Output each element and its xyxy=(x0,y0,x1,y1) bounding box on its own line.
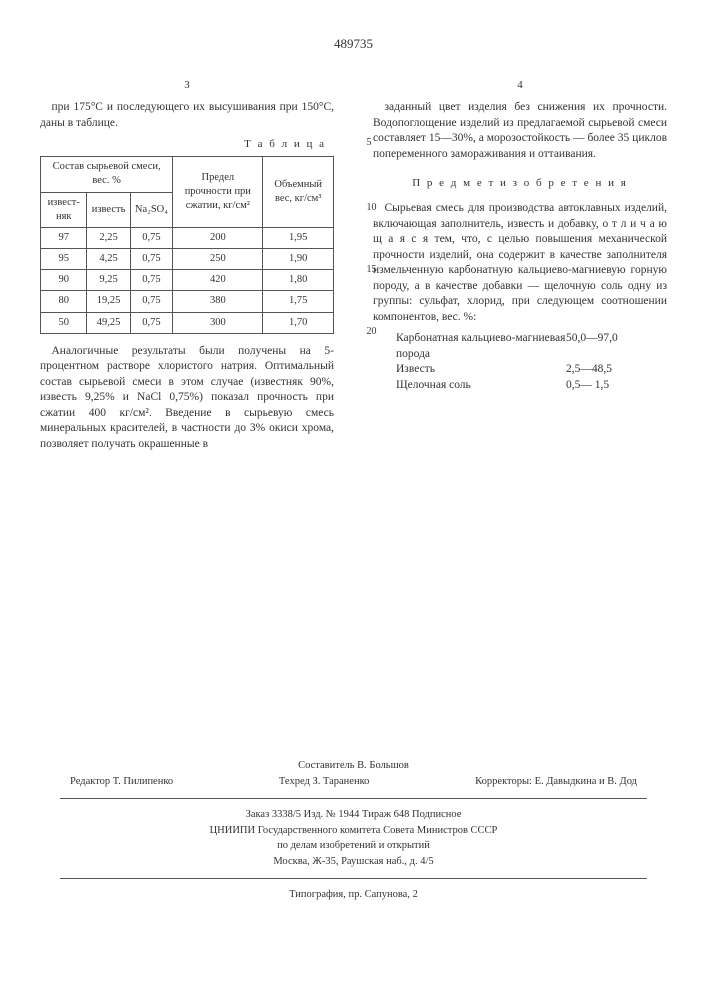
right-column: 4 5 заданный цвет изделия без снижения и… xyxy=(359,78,667,459)
left-intro-text: при 175°С и последующего их высушивания … xyxy=(40,100,334,131)
composition-table: Состав сырьевой смеси, вес. % Предел про… xyxy=(40,156,334,334)
table-header-2: известь xyxy=(87,192,130,227)
footer-corrector: Корректоры: Е. Давыдкина и В. Дод xyxy=(475,774,637,790)
footer-order-line: Заказ 3338/5 Изд. № 1944 Тираж 648 Подпи… xyxy=(40,807,667,823)
composition-row: Карбонатная кальциево-магниевая порода 5… xyxy=(396,331,667,362)
line-number-10: 10 xyxy=(355,201,369,215)
footer-org-2: по делам изобретений и открытий xyxy=(40,838,667,854)
footer-org-1: ЦНИИПИ Государственного комитета Совета … xyxy=(40,823,667,839)
table-header-group: Состав сырьевой смеси, вес. % xyxy=(41,157,173,192)
table-caption: Т а б л и ц а xyxy=(40,137,326,152)
composition-row: Известь 2,5—48,5 xyxy=(396,362,667,378)
left-column: 3 при 175°С и последующего их высушивани… xyxy=(40,78,334,459)
table-row: 97 2,25 0,75 200 1,95 xyxy=(41,227,334,248)
left-main-text: Аналогичные результаты были получены на … xyxy=(40,344,334,453)
footer-credits: Редактор Т. Пилипенко Техред З. Тараненк… xyxy=(40,774,667,790)
right-para-2: 10 15 20 Сырьевая смесь для производства… xyxy=(373,201,667,325)
left-col-number: 3 xyxy=(40,78,334,93)
right-col-number: 4 xyxy=(373,78,667,93)
table-header-1: извест-няк xyxy=(41,192,87,227)
footer-divider xyxy=(60,798,647,799)
subject-title: П р е д м е т и з о б р е т е н и я xyxy=(373,176,667,191)
composition-row: Щелочная соль 0,5— 1,5 xyxy=(396,378,667,394)
footer-compiler: Составитель В. Большов xyxy=(40,758,667,774)
table-row: 80 19,25 0,75 380 1,75 xyxy=(41,291,334,312)
table-row: 90 9,25 0,75 420 1,80 xyxy=(41,270,334,291)
content-columns: 3 при 175°С и последующего их высушивани… xyxy=(40,78,667,459)
footer-divider-2 xyxy=(60,878,647,879)
table-header-strength: Предел прочности при сжатии, кг/см² xyxy=(173,157,263,228)
table-header-3: Na₂SO₄ xyxy=(130,192,173,227)
footer-address: Москва, Ж-35, Раушская наб., д. 4/5 xyxy=(40,854,667,870)
composition-list: Карбонатная кальциево-магниевая порода 5… xyxy=(396,331,667,393)
table-row: 95 4,25 0,75 250 1,90 xyxy=(41,249,334,270)
table-row: 50 49,25 0,75 300 1,70 xyxy=(41,312,334,333)
right-para-1: 5 заданный цвет изделия без снижения их … xyxy=(373,100,667,162)
line-number-15: 15 xyxy=(355,263,369,277)
document-number: 489735 xyxy=(40,35,667,53)
line-number-5: 5 xyxy=(355,136,369,150)
table-header-weight: Объемный вес, кг/см³ xyxy=(263,157,334,228)
footer-techred: Техред З. Тараненко xyxy=(279,774,369,790)
footer-typography: Типография, пр. Сапунова, 2 xyxy=(40,887,667,903)
line-number-20: 20 xyxy=(355,325,369,339)
footer: Составитель В. Большов Редактор Т. Пилип… xyxy=(40,758,667,902)
footer-editor: Редактор Т. Пилипенко xyxy=(70,774,173,790)
